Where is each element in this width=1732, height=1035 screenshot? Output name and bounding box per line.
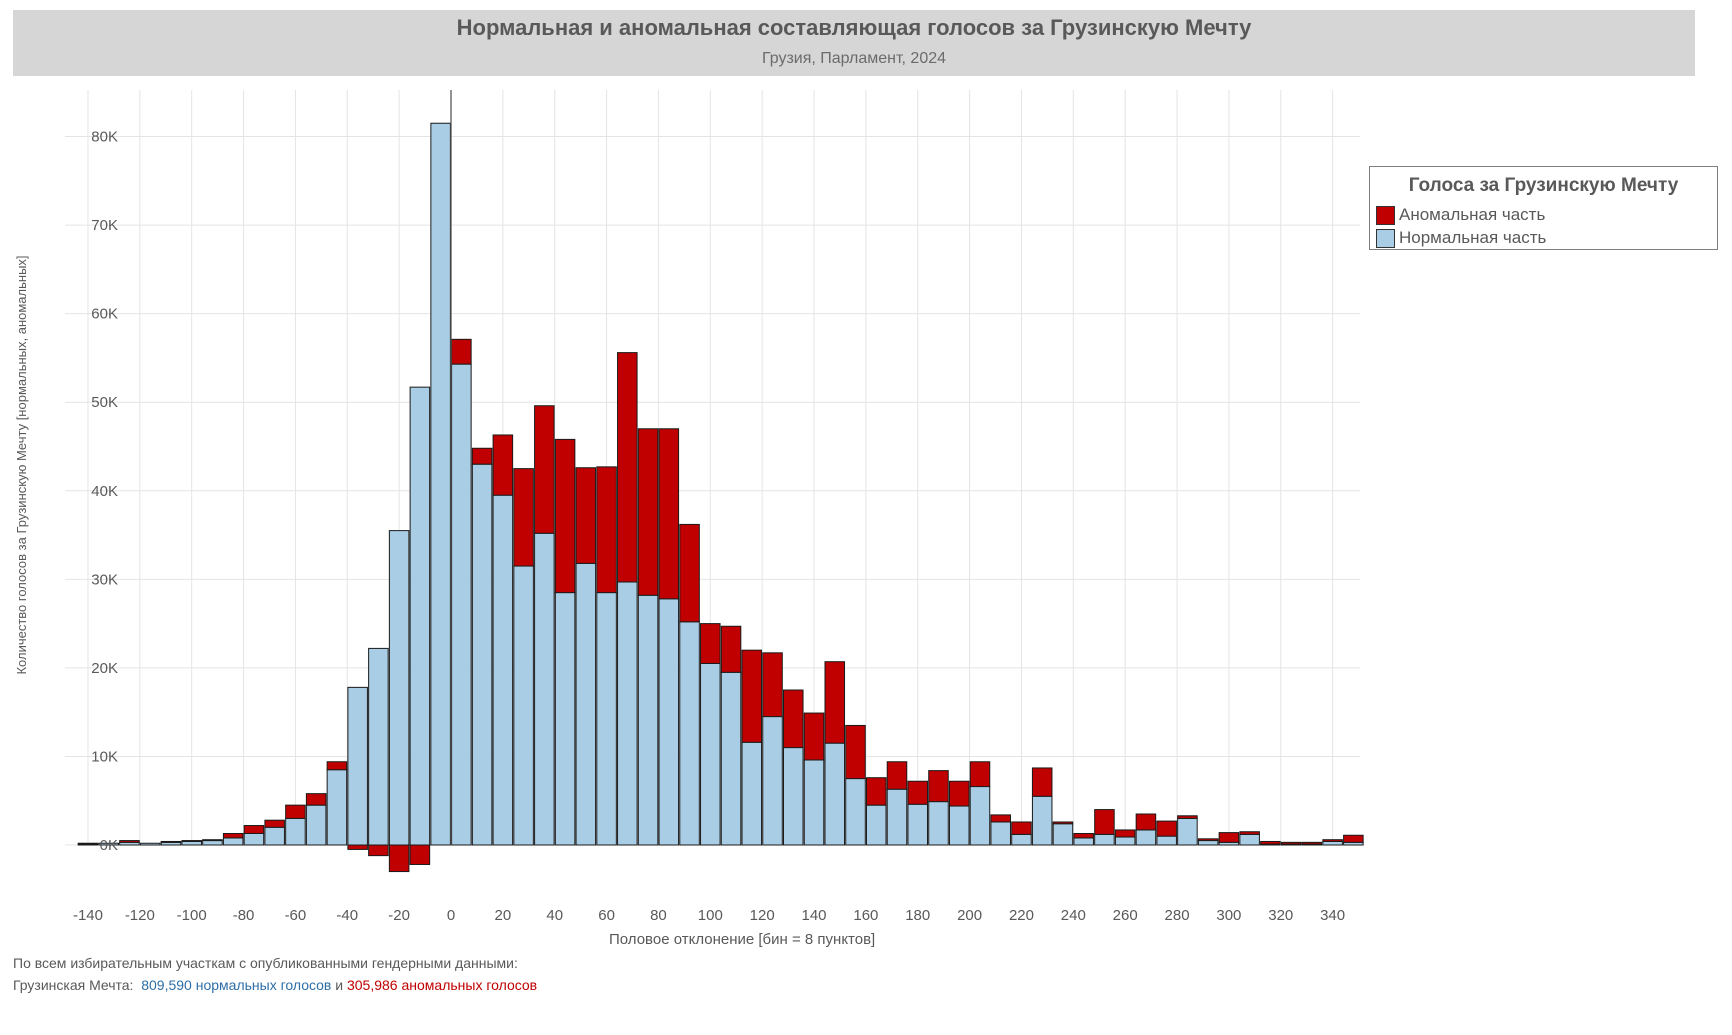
svg-text:80K: 80K	[91, 129, 118, 146]
svg-text:280: 280	[1165, 907, 1190, 924]
svg-text:-140: -140	[73, 907, 103, 924]
svg-text:60: 60	[598, 907, 615, 924]
svg-text:0K: 0K	[100, 837, 118, 854]
svg-text:30K: 30K	[91, 571, 118, 588]
svg-text:60K: 60K	[91, 306, 118, 323]
svg-text:50K: 50K	[91, 394, 118, 411]
svg-text:320: 320	[1268, 907, 1293, 924]
svg-text:240: 240	[1061, 907, 1086, 924]
svg-text:300: 300	[1216, 907, 1241, 924]
svg-text:-20: -20	[388, 907, 410, 924]
svg-text:-100: -100	[177, 907, 207, 924]
svg-text:80: 80	[650, 907, 667, 924]
svg-text:-120: -120	[125, 907, 155, 924]
svg-text:260: 260	[1113, 907, 1138, 924]
svg-text:120: 120	[750, 907, 775, 924]
svg-text:20: 20	[495, 907, 512, 924]
svg-text:160: 160	[853, 907, 878, 924]
svg-text:-40: -40	[336, 907, 358, 924]
svg-text:0: 0	[447, 907, 455, 924]
svg-text:-60: -60	[285, 907, 307, 924]
svg-text:180: 180	[905, 907, 930, 924]
svg-text:40: 40	[546, 907, 563, 924]
svg-text:140: 140	[802, 907, 827, 924]
svg-text:70K: 70K	[91, 217, 118, 234]
svg-text:220: 220	[1009, 907, 1034, 924]
svg-text:10K: 10K	[91, 748, 118, 765]
svg-text:100: 100	[698, 907, 723, 924]
svg-text:340: 340	[1320, 907, 1345, 924]
svg-text:20K: 20K	[91, 660, 118, 677]
svg-text:200: 200	[957, 907, 982, 924]
svg-text:-80: -80	[233, 907, 255, 924]
svg-text:40K: 40K	[91, 483, 118, 500]
